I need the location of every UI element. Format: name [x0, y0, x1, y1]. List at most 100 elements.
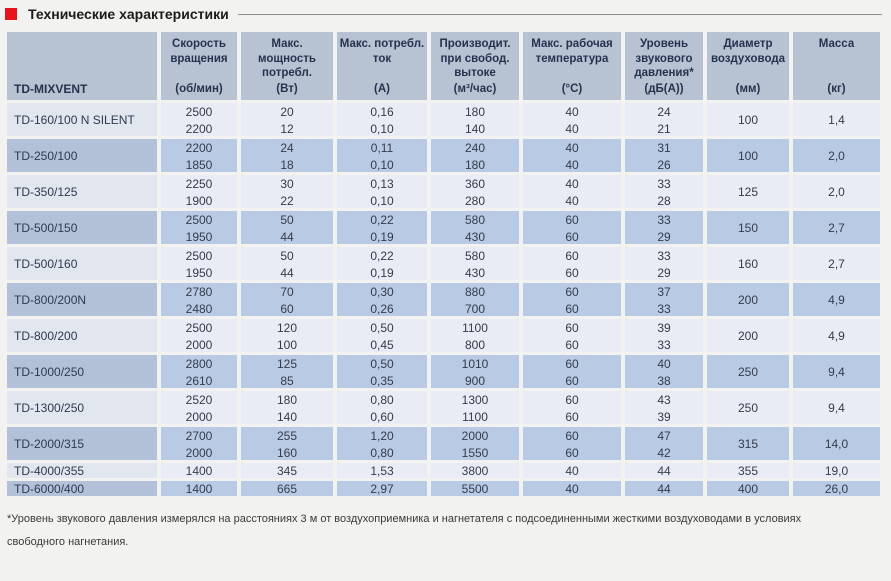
table-row: TD-1000/250 2800 125 0,50 1010 60 40 250 9,4: [7, 355, 884, 391]
cell-rpm: 1950: [161, 229, 241, 247]
cell-noise: 24: [625, 103, 707, 121]
column-unit: (м³/час): [453, 83, 497, 95]
cell-temp: 60: [523, 319, 625, 337]
table-row: 2480 60 0,26 700 60 33: [7, 301, 884, 319]
table-row: TD-2000/315 2700 255 1,20 2000 60 47 315 14,0: [7, 427, 884, 463]
cell-watt: 50: [241, 211, 337, 229]
table-row: TD-160/100 N SILENT 2500 20 0,16 180 40 24 100 1…: [7, 103, 884, 139]
table-row: 1900 22 0,10 280 40 28: [7, 193, 884, 211]
cell-temp: 60: [523, 427, 625, 445]
cell-rpm: 2250: [161, 175, 241, 193]
cell-noise: 31: [625, 139, 707, 157]
cell-noise: 44: [625, 481, 707, 499]
cell-flow: 360: [431, 175, 523, 193]
cell-amp: 1,20: [337, 427, 431, 445]
cell-mass: 2,7: [793, 211, 884, 247]
column-header-inner: Скорость вращения (об/мин): [161, 32, 237, 100]
cell-rpm: 1900: [161, 193, 241, 211]
cell-temp: 40: [523, 157, 625, 175]
cell-temp: 40: [523, 175, 625, 193]
column-header-rpm: Скорость вращения (об/мин): [161, 32, 241, 103]
cell-rpm: 2800: [161, 355, 241, 373]
model-cell: TD-500/160: [7, 247, 161, 283]
cell-noise: 33: [625, 175, 707, 193]
cell-amp: 0,60: [337, 409, 431, 427]
cell-watt: 100: [241, 337, 337, 355]
cell-noise: 40: [625, 355, 707, 373]
footnote-line-2: свободного нагнетания.: [7, 536, 129, 548]
cell-amp: 0,30: [337, 283, 431, 301]
title-rule: [237, 13, 882, 15]
table-row: 1950 44 0,19 430 60 29: [7, 265, 884, 283]
table-row: TD-250/100 2200 24 0,11 240 40 31 100 2,0: [7, 139, 884, 175]
cell-watt: 345: [241, 463, 337, 481]
specs-table: TD-MIXVENT Скорость вращения (об/мин) Макс.…: [7, 32, 884, 499]
cell-watt: 140: [241, 409, 337, 427]
cell-temp: 60: [523, 301, 625, 319]
cell-noise: 29: [625, 229, 707, 247]
cell-diameter: 125: [707, 175, 793, 211]
cell-rpm: 2780: [161, 283, 241, 301]
cell-watt: 20: [241, 103, 337, 121]
cell-temp: 60: [523, 283, 625, 301]
cell-diameter: 315: [707, 427, 793, 463]
cell-mass: 14,0: [793, 427, 884, 463]
cell-amp: 0,22: [337, 211, 431, 229]
cell-watt: 665: [241, 481, 337, 499]
cell-amp: 0,50: [337, 355, 431, 373]
cell-noise: 33: [625, 211, 707, 229]
cell-amp: 0,45: [337, 337, 431, 355]
cell-watt: 50: [241, 247, 337, 265]
table-row: TD-500/150 2500 50 0,22 580 60 33 150 2,7: [7, 211, 884, 247]
cell-flow: 280: [431, 193, 523, 211]
cell-temp: 40: [523, 193, 625, 211]
cell-watt: 60: [241, 301, 337, 319]
cell-flow: 1100: [431, 319, 523, 337]
cell-rpm: 2480: [161, 301, 241, 319]
cell-noise: 47: [625, 427, 707, 445]
red-square-bullet-icon: [5, 8, 17, 20]
column-header-inner: Производит. при свобод. вытоке (м³/час): [431, 32, 519, 100]
cell-noise: 26: [625, 157, 707, 175]
column-label: Макс. потребл. ток: [339, 38, 425, 65]
column-label: Уровень звукового давления*: [634, 38, 694, 79]
cell-mass: 2,0: [793, 139, 884, 175]
cell-amp: 0,19: [337, 265, 431, 283]
cell-amp: 0,10: [337, 121, 431, 139]
cell-mass: 26,0: [793, 481, 884, 499]
cell-temp: 60: [523, 337, 625, 355]
column-label: Диаметр воздуховода: [710, 38, 786, 65]
cell-watt: 180: [241, 391, 337, 409]
cell-flow: 700: [431, 301, 523, 319]
cell-diameter: 250: [707, 391, 793, 427]
footnote-line-1: *Уровень звукового давления измерялся на…: [7, 513, 802, 525]
cell-rpm: 2610: [161, 373, 241, 391]
cell-watt: 44: [241, 265, 337, 283]
cell-flow: 1300: [431, 391, 523, 409]
cell-diameter: 100: [707, 103, 793, 139]
cell-amp: 0,16: [337, 103, 431, 121]
model-cell: TD-250/100: [7, 139, 161, 175]
cell-noise: 29: [625, 265, 707, 283]
table-row: TD-800/200N 2780 70 0,30 880 60 37 200 4,9: [7, 283, 884, 319]
cell-temp: 40: [523, 481, 625, 499]
column-header-amp: Макс. потребл. ток (А): [337, 32, 431, 103]
model-cell: TD-1000/250: [7, 355, 161, 391]
cell-amp: 0,50: [337, 319, 431, 337]
column-unit: (кг): [827, 83, 846, 95]
cell-diameter: 400: [707, 481, 793, 499]
page-title: Технические характеристики: [28, 6, 229, 22]
cell-flow: 1550: [431, 445, 523, 463]
cell-rpm: 2000: [161, 409, 241, 427]
cell-mass: 4,9: [793, 319, 884, 355]
column-header-inner: Макс. потребл. ток (А): [337, 32, 427, 100]
model-cell: TD-800/200N: [7, 283, 161, 319]
column-unit: (об/мин): [175, 83, 223, 95]
cell-flow: 800: [431, 337, 523, 355]
cell-temp: 40: [523, 103, 625, 121]
cell-amp: 0,11: [337, 139, 431, 157]
cell-watt: 22: [241, 193, 337, 211]
cell-amp: 2,97: [337, 481, 431, 499]
table-row: 2000 140 0,60 1100 60 39: [7, 409, 884, 427]
column-header-inner: Диаметр воздуховода (мм): [707, 32, 789, 100]
